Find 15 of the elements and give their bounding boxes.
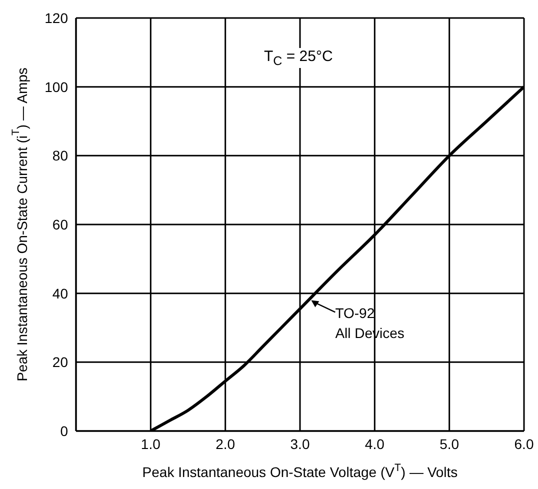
- x-axis-title: Peak Instantaneous On-State Voltage (V$^{T}$) — Volts: [142, 462, 458, 480]
- y-tick-label: 0: [60, 422, 68, 439]
- x-tick-label: 1.0: [140, 436, 161, 452]
- x-tick-label: 2.0: [216, 436, 236, 452]
- x-tick-label: 4.0: [364, 436, 385, 452]
- y-tick-label: 60: [52, 216, 68, 232]
- x-tick-label: 5.0: [440, 436, 460, 452]
- x-tick-label: 6.0: [514, 436, 534, 452]
- x-tick-label: 3.0: [290, 436, 310, 452]
- y-tick-label: 20: [52, 354, 68, 370]
- y-tick-label: 100: [44, 78, 68, 95]
- y-tick-label: 40: [52, 285, 68, 302]
- y-tick-label: 120: [44, 10, 68, 26]
- y-tick-label: 80: [52, 148, 68, 164]
- annotation: T$_{C}$ = 25°C: [262, 48, 335, 68]
